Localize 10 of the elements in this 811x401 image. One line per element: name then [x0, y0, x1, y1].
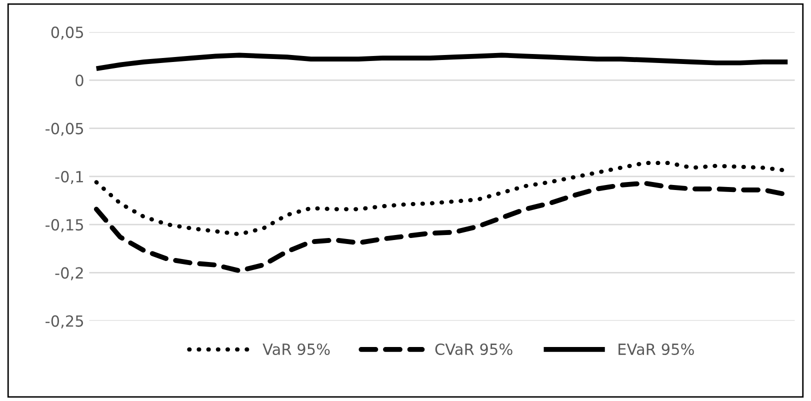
y-tick-label: -0,05: [46, 122, 84, 136]
y-tick-label: -0,15: [46, 219, 84, 232]
legend-label: EVaR 95%: [618, 343, 694, 356]
legend-label: VaR 95%: [262, 343, 330, 356]
y-tick-label: 0: [76, 74, 84, 86]
y-tick-label: 0,05: [51, 26, 84, 40]
y-tick-label: -0,1: [55, 170, 83, 184]
y-tick-label: -0,2: [55, 267, 83, 280]
y-tick-label: -0,25: [46, 315, 84, 328]
legend-label: CVaR 95%: [435, 343, 512, 356]
